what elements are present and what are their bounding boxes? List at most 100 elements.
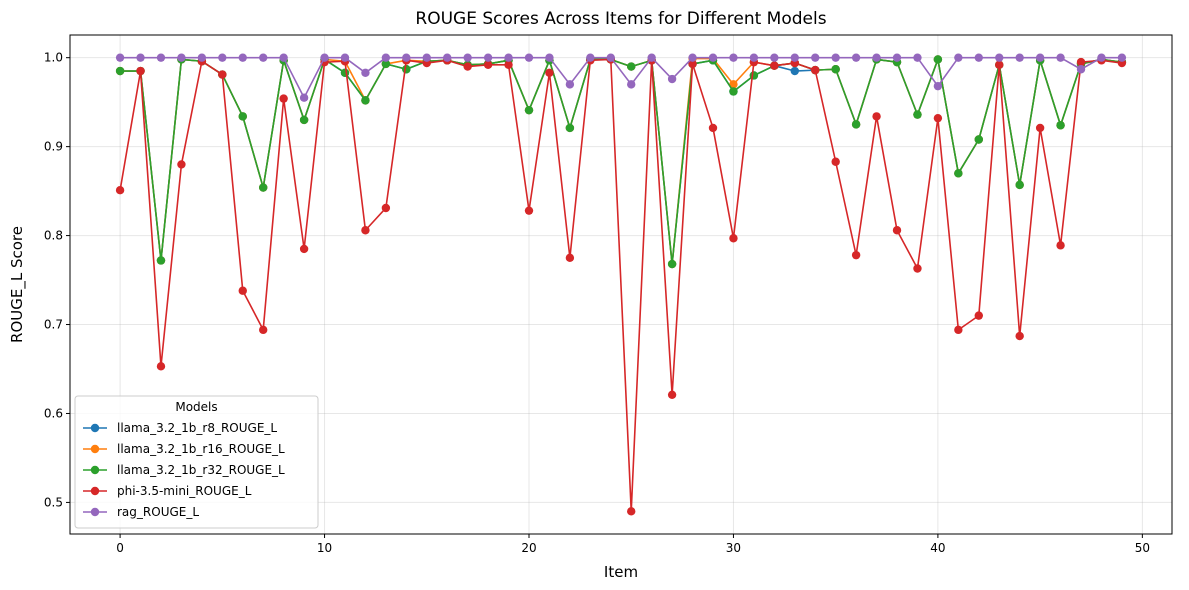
data-point [361, 68, 370, 78]
data-point [238, 53, 247, 62]
data-point [913, 264, 922, 273]
data-point [627, 80, 636, 89]
legend-entry: llama_3.2_1b_r8_ROUGE_L [83, 421, 277, 435]
data-point [627, 62, 636, 71]
data-point [708, 53, 718, 62]
chart-title: ROUGE Scores Across Items for Different … [415, 9, 826, 29]
data-point [954, 325, 963, 335]
series-line [120, 56, 1122, 99]
data-point [545, 68, 554, 78]
data-point [361, 96, 370, 105]
data-point [381, 59, 391, 69]
data-point [402, 53, 411, 62]
data-point [381, 53, 391, 62]
legend-entry: rag_ROUGE_L [83, 505, 199, 519]
data-point [299, 93, 309, 102]
series-line [119, 58, 1123, 513]
data-point [238, 286, 247, 295]
data-point [974, 135, 983, 144]
data-point [483, 53, 493, 62]
data-point [259, 53, 268, 62]
legend-swatch-marker [90, 465, 100, 475]
x-tick-label: 10 [317, 541, 332, 555]
data-point [1056, 121, 1065, 130]
data-point [667, 390, 677, 399]
data-point [279, 94, 288, 103]
data-point [1097, 53, 1106, 62]
data-point [729, 80, 738, 89]
data-point [954, 169, 963, 178]
data-point [995, 53, 1004, 62]
legend-label: phi-3.5-mini_ROUGE_L [117, 484, 252, 498]
data-point [279, 53, 288, 62]
data-point [974, 311, 983, 320]
data-point [606, 53, 615, 62]
data-point [729, 234, 738, 243]
legend-label: llama_3.2_1b_r32_ROUGE_L [117, 463, 285, 477]
y-axis-title: ROUGE_L Score [8, 226, 27, 343]
data-point [831, 65, 840, 74]
data-point [524, 105, 534, 115]
data-point [933, 55, 943, 64]
series-rag_ROUGE_L [115, 53, 1127, 102]
data-point [1056, 241, 1065, 250]
data-point [177, 53, 186, 62]
legend-entry: llama_3.2_1b_r16_ROUGE_L [83, 442, 285, 456]
data-point [627, 507, 636, 516]
data-point [483, 60, 493, 69]
series-line [120, 58, 1123, 265]
data-point [872, 112, 881, 121]
data-point [156, 362, 166, 371]
x-tick-label: 50 [1135, 541, 1150, 555]
legend-box [74, 395, 319, 529]
data-point [831, 157, 840, 166]
data-point [524, 53, 534, 62]
data-point [259, 325, 268, 335]
data-point [156, 256, 166, 265]
data-point [340, 68, 350, 78]
data-point [688, 59, 697, 69]
y-tick-label: 0.7 [44, 318, 63, 332]
data-point [238, 112, 247, 121]
data-point [913, 110, 922, 119]
data-point [729, 87, 738, 96]
x-tick-label: 20 [521, 541, 536, 555]
data-point [565, 123, 575, 133]
y-tick-label: 0.8 [44, 229, 63, 243]
data-point [1035, 123, 1045, 133]
series-layer [115, 53, 1127, 516]
plot-frame [69, 34, 1173, 535]
data-point [524, 206, 534, 215]
x-tick-label: 30 [726, 541, 741, 555]
data-point [197, 53, 207, 62]
data-point [811, 53, 820, 62]
data-point [1117, 53, 1127, 62]
data-point [851, 250, 861, 260]
data-point [729, 53, 738, 62]
data-point [177, 160, 186, 169]
data-point [299, 115, 309, 125]
data-point [340, 53, 350, 62]
data-point [913, 53, 922, 62]
data-point [156, 53, 166, 62]
data-point [443, 53, 452, 62]
data-point [381, 203, 391, 213]
data-point [790, 66, 799, 76]
data-point [749, 71, 759, 80]
legend-entry: phi-3.5-mini_ROUGE_L [83, 484, 252, 498]
data-point [115, 186, 125, 195]
data-point [115, 66, 125, 76]
data-point [1076, 57, 1086, 67]
data-point [851, 53, 861, 62]
legend: Models llama_3.2_1b_r8_ROUGE_Lllama_3.2_… [74, 395, 319, 529]
data-point [667, 74, 677, 84]
legend-label: rag_ROUGE_L [117, 505, 199, 519]
data-point [995, 60, 1004, 69]
data-point [933, 81, 943, 91]
data-point [218, 53, 227, 62]
data-point [1015, 331, 1024, 341]
data-point [1015, 180, 1024, 190]
data-point [851, 120, 861, 129]
data-point [667, 259, 677, 269]
